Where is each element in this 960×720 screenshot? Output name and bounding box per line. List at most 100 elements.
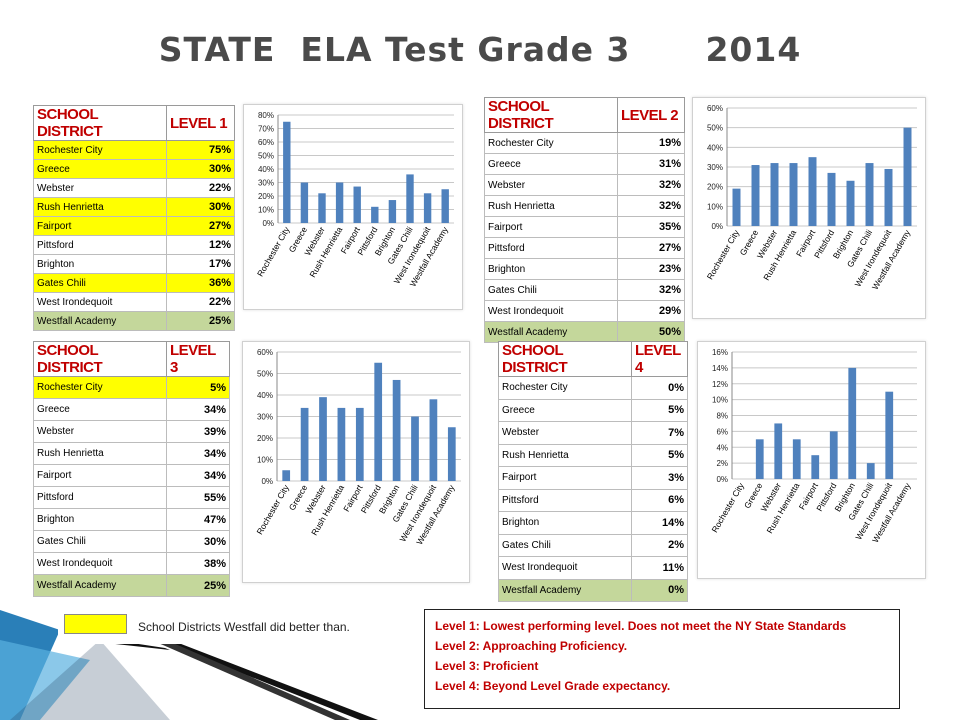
y-tick-label: 10% — [707, 202, 723, 211]
table-header-district: SCHOOL DISTRICT — [33, 341, 167, 377]
bar — [282, 470, 291, 481]
bar — [885, 391, 894, 479]
table-row: Greece 30% — [33, 159, 235, 179]
y-tick-label: 50% — [707, 124, 723, 133]
district-name: Fairport — [33, 216, 167, 236]
district-name: Rush Henrietta — [33, 197, 167, 217]
district-name: Webster — [484, 174, 618, 196]
district-value: 35% — [617, 216, 685, 238]
district-value: 14% — [631, 511, 688, 535]
district-name: Brighton — [33, 508, 167, 531]
level-descriptions: Level 1: Lowest performing level. Does n… — [424, 609, 900, 709]
table-row: Brighton 23% — [484, 258, 685, 280]
y-tick-label: 10% — [257, 456, 273, 465]
bar — [300, 407, 309, 481]
y-tick-label: 40% — [258, 165, 274, 174]
district-value: 55% — [166, 486, 230, 509]
bar — [337, 407, 346, 481]
district-name: Greece — [33, 398, 167, 421]
y-tick-label: 30% — [257, 413, 273, 422]
y-tick-label: 10% — [258, 206, 274, 215]
district-name: Brighton — [484, 258, 618, 280]
district-name: Rush Henrietta — [498, 443, 632, 467]
table-row: Webster 7% — [498, 421, 688, 445]
table-row: Rush Henrietta 30% — [33, 197, 235, 217]
district-value: 38% — [166, 552, 230, 575]
y-tick-label: 16% — [712, 348, 728, 357]
bar — [866, 463, 875, 479]
district-value: 47% — [166, 508, 230, 531]
district-name: Greece — [33, 159, 167, 179]
bar — [829, 431, 838, 479]
bar — [388, 200, 397, 223]
legend-text: School Districts Westfall did better tha… — [138, 620, 350, 634]
bar — [903, 127, 912, 226]
table-row: Westfall Academy 0% — [498, 578, 688, 602]
district-name: Brighton — [498, 511, 632, 535]
district-name: Webster — [498, 421, 632, 445]
table-row: Gates Chili 30% — [33, 530, 230, 553]
x-tick-label: Rochester City — [705, 227, 742, 281]
y-tick-label: 20% — [257, 434, 273, 443]
table-row: Westfall Academy 25% — [33, 311, 235, 331]
table-row: Greece 34% — [33, 398, 230, 421]
level4-description: Level 4: Beyond Level Grade expectancy. — [435, 679, 671, 693]
y-tick-label: 50% — [257, 370, 273, 379]
table-row: Rush Henrietta 32% — [484, 195, 685, 217]
y-tick-label: 0% — [711, 222, 723, 231]
district-value: 5% — [631, 443, 688, 467]
district-name: Westfall Academy — [33, 311, 167, 331]
y-tick-label: 10% — [712, 396, 728, 405]
district-value: 19% — [617, 132, 685, 154]
district-name: Pittsford — [33, 235, 167, 255]
district-value: 5% — [166, 376, 230, 399]
bar — [318, 193, 326, 223]
district-value: 22% — [166, 292, 235, 312]
district-name: Gates Chili — [498, 533, 632, 557]
bar — [770, 163, 779, 226]
table-row: Rochester City 0% — [498, 376, 688, 400]
table-row: Brighton 17% — [33, 254, 235, 274]
table-row: Pittsford 27% — [484, 237, 685, 259]
table-row: Fairport 27% — [33, 216, 235, 236]
table-row: Pittsford 12% — [33, 235, 235, 255]
table-row: West Irondequoit 11% — [498, 556, 688, 580]
district-value: 25% — [166, 574, 230, 597]
district-name: Pittsford — [484, 237, 618, 259]
district-name: Rochester City — [33, 140, 167, 160]
district-name: West Irondequoit — [33, 552, 167, 575]
district-name: West Irondequoit — [484, 300, 618, 322]
district-value: 2% — [631, 533, 688, 557]
bar — [441, 189, 449, 223]
district-name: Webster — [33, 178, 167, 198]
legend-swatch — [64, 614, 127, 634]
bar — [865, 163, 874, 226]
bar — [789, 163, 798, 226]
bar — [751, 165, 760, 226]
arrow-decoration — [120, 625, 378, 720]
y-tick-label: 30% — [707, 163, 723, 172]
y-tick-label: 4% — [716, 443, 728, 452]
district-name: Gates Chili — [33, 530, 167, 553]
district-value: 34% — [166, 442, 230, 465]
district-name: Rochester City — [484, 132, 618, 154]
table-row: Rush Henrietta 34% — [33, 442, 230, 465]
x-tick-label: Rochester City — [255, 224, 292, 278]
district-name: Rush Henrietta — [33, 442, 167, 465]
district-value: 0% — [631, 578, 688, 602]
table-row: Fairport 34% — [33, 464, 230, 487]
bar — [792, 439, 801, 479]
district-name: Gates Chili — [33, 273, 167, 293]
table-header-district: SCHOOL DISTRICT — [498, 341, 632, 377]
bar — [392, 379, 401, 481]
district-name: Gates Chili — [484, 279, 618, 301]
district-name: West Irondequoit — [33, 292, 167, 312]
bar — [846, 180, 855, 226]
district-name: Fairport — [484, 216, 618, 238]
level4-chart: 0%2%4%6%8%10%12%14%16%Rochester CityGree… — [697, 341, 926, 579]
y-tick-label: 0% — [716, 475, 728, 484]
district-name: Fairport — [33, 464, 167, 487]
y-tick-label: 40% — [707, 143, 723, 152]
district-value: 12% — [166, 235, 235, 255]
level1-description: Level 1: Lowest performing level. Does n… — [435, 619, 847, 633]
